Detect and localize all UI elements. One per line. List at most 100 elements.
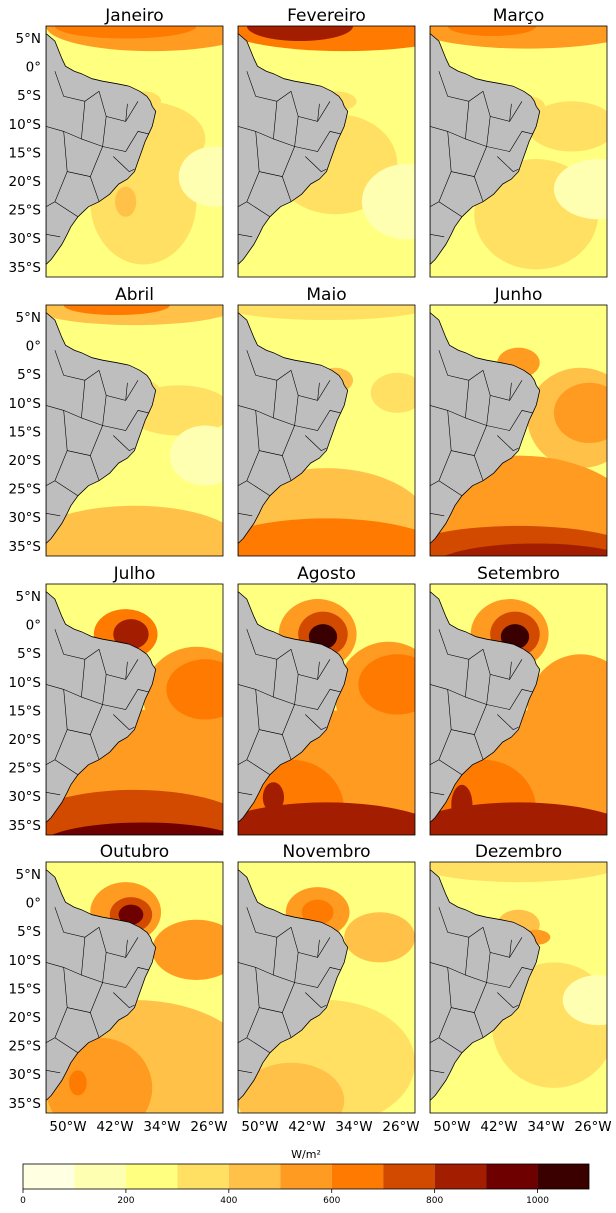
state-border (465, 937, 491, 983)
panel-frame (237, 304, 416, 557)
lat-tick-label: 25°S (9, 203, 42, 219)
state-border (290, 649, 331, 680)
map-panel-abril: Abril (45, 285, 224, 557)
contour-region (166, 659, 223, 720)
state-border (246, 907, 292, 938)
state-border (46, 1037, 56, 1043)
lon-tick-label: 42°W (288, 1119, 325, 1135)
state-border (317, 382, 320, 401)
lon-tick-label: 42°W (96, 1119, 133, 1135)
state-border (486, 131, 533, 152)
contour-region (451, 784, 473, 825)
panel-frame (429, 25, 608, 278)
colorbar-segment (537, 1164, 589, 1189)
state-border (294, 410, 341, 431)
state-border (486, 967, 533, 988)
lat-tick-label: 20°S (9, 1010, 42, 1026)
state-border (438, 350, 484, 381)
lon-tick-label: 42°W (480, 1119, 517, 1135)
lat-tick-label: 20°S (9, 732, 42, 748)
colorbar-segment (383, 1164, 435, 1189)
state-border (102, 689, 149, 710)
lat-tick-label: 5°N (16, 867, 41, 883)
panel-title: Janeiro (104, 6, 163, 26)
state-border (90, 455, 100, 481)
panel-title: Outubro (100, 842, 169, 862)
state-border (482, 91, 523, 122)
contour-region (430, 802, 607, 835)
contour-region (51, 822, 223, 835)
panel-frame (429, 304, 608, 557)
contour-region (69, 1070, 87, 1096)
lat-tick-label: 0° (26, 896, 41, 912)
colorbar-unit-label: W/m² (291, 1148, 321, 1161)
lat-tick-label: 20°S (9, 174, 42, 190)
state-border (125, 382, 128, 401)
lat-tick-label: 20°S (9, 453, 42, 469)
state-border (474, 176, 484, 202)
state-border (81, 937, 107, 983)
contour-region (63, 305, 170, 316)
panel-frame (45, 583, 224, 836)
contour-region (361, 164, 415, 240)
state-border (46, 513, 61, 517)
lat-tick-label: 5°N (16, 31, 41, 47)
state-border (255, 410, 295, 456)
lat-tick-label: 30°S (9, 789, 42, 805)
state-border (98, 927, 139, 958)
state-border (430, 234, 445, 238)
contour-region (246, 26, 354, 42)
colorbar-tick-label: 200 (117, 1196, 134, 1206)
colorbar-segment (280, 1164, 332, 1189)
state-border (447, 410, 487, 456)
lat-tick-label: 35°S (9, 260, 42, 276)
lat-tick-label: 25°S (9, 1039, 42, 1055)
colorbar-segment (228, 1164, 281, 1189)
map-panel-fevereiro: Fevereiro (237, 6, 416, 278)
lat-tick-label: 30°S (9, 510, 42, 526)
lon-tick-label: 34°W (335, 1119, 372, 1135)
state-border (90, 176, 100, 202)
state-border (317, 661, 320, 680)
lat-tick-label: 0° (26, 339, 41, 355)
map-panel-agosto: Agosto (237, 564, 416, 836)
panel-frame (429, 583, 608, 836)
state-border (54, 350, 100, 381)
state-border (238, 234, 253, 238)
state-border (98, 91, 139, 122)
panel-title: Maio (306, 285, 346, 305)
lat-tick-label: 10°S (9, 117, 42, 133)
state-border (63, 967, 103, 1013)
axis-labels: 5°N 0° 5°S 10°S 15°S 20°S 25°S 30°S 35°S 5°N 0° 5°S… (9, 31, 612, 1135)
panel-title: Novembro (282, 842, 370, 862)
contour-region (562, 974, 607, 1026)
panel-frame (45, 304, 224, 557)
state-border (246, 71, 292, 102)
lat-tick-label: 10°S (9, 396, 42, 412)
colorbar-segment (331, 1164, 384, 1189)
contour-region (301, 899, 334, 925)
map-panel-marco: Março (429, 6, 608, 278)
colorbar-tick-label: 0 (20, 1196, 26, 1206)
lat-tick-label: 25°S (9, 482, 42, 498)
contour-region (46, 505, 223, 556)
state-border (430, 201, 440, 207)
lat-tick-label: 35°S (9, 539, 42, 555)
state-border (113, 714, 135, 730)
lat-tick-label: 5°S (17, 367, 41, 383)
state-border (102, 410, 149, 431)
state-border (294, 131, 341, 152)
lon-tick-label: 26°W (382, 1119, 419, 1135)
state-border (430, 480, 440, 486)
state-border (246, 629, 292, 660)
state-border (509, 939, 512, 958)
state-border (305, 435, 327, 451)
state-border (497, 714, 519, 730)
state-border (497, 435, 519, 451)
state-border (509, 661, 512, 680)
state-border (54, 907, 100, 938)
lat-tick-label: 5°S (17, 88, 41, 104)
state-border (273, 937, 299, 983)
lat-tick-label: 5°S (17, 924, 41, 940)
